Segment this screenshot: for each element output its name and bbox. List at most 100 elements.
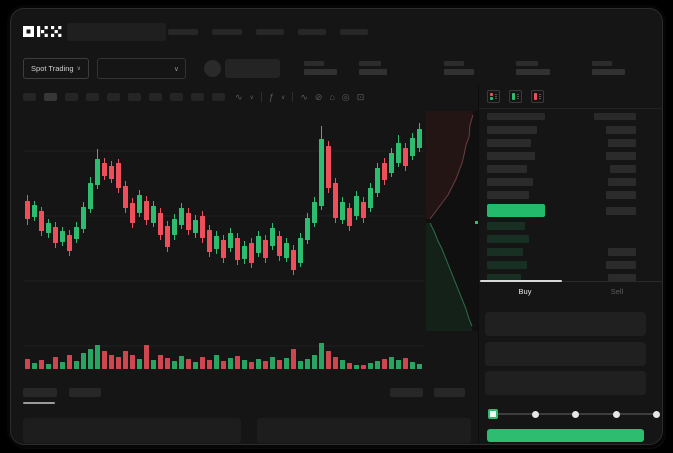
okx-logo[interactable] — [23, 25, 63, 38]
stat-value-placeholder — [592, 69, 625, 75]
bid-row-amount[interactable] — [606, 261, 636, 269]
ticker-stats-left — [304, 61, 387, 75]
nav-item[interactable] — [256, 29, 284, 35]
order-input-field[interactable] — [485, 342, 646, 366]
drawing-tool[interactable] — [170, 93, 183, 101]
ask-row-amount[interactable] — [606, 126, 636, 134]
chevron-down-icon: ∨ — [173, 65, 179, 73]
tab-sell[interactable]: Sell — [610, 287, 624, 296]
slider-stop[interactable] — [612, 410, 620, 418]
ask-row-amount[interactable] — [608, 178, 636, 186]
order-input-field[interactable] — [485, 371, 646, 395]
tab-buy[interactable]: Buy — [518, 287, 532, 296]
book-bids-icon[interactable] — [509, 90, 522, 103]
coin-avatar — [204, 60, 221, 77]
stat-label-placeholder — [444, 61, 464, 66]
slider-stop[interactable] — [531, 410, 539, 418]
book-asks-icon[interactable] — [531, 90, 544, 103]
settings-icon[interactable]: ◎ — [341, 91, 350, 102]
book-color-column — [490, 93, 493, 100]
bottom-tabs-left — [23, 388, 101, 397]
stat-value-placeholder — [359, 69, 387, 75]
compare-icon[interactable]: ⊘ — [314, 91, 323, 102]
book-lines — [495, 93, 497, 100]
active-tab-underline — [480, 280, 562, 282]
bid-row-price[interactable] — [487, 274, 521, 282]
stat-value-placeholder — [444, 69, 474, 75]
drawing-tool[interactable] — [107, 93, 120, 101]
line-chart-icon[interactable]: ∿ — [300, 91, 308, 102]
drawing-tool[interactable] — [149, 93, 162, 101]
drawing-tool[interactable] — [128, 93, 141, 101]
bid-row-amount[interactable] — [608, 248, 636, 256]
spot-trading-selector[interactable]: Spot Trading ∨ — [23, 58, 89, 79]
nav-item[interactable] — [298, 29, 326, 35]
app-window: Spot Trading ∨ ∨ ∿ ∨ ƒ ∨ ∿ ⊘ ⌂ ◎ ⊡ Buy Sell — [10, 8, 663, 445]
nav-item[interactable] — [212, 29, 242, 35]
price-row-amount — [606, 207, 636, 215]
drawing-tool[interactable] — [212, 93, 225, 101]
ask-row-amount[interactable] — [610, 165, 636, 173]
bid-row-price[interactable] — [487, 235, 529, 243]
stat-value-placeholder — [516, 69, 550, 75]
ask-row-price[interactable] — [487, 126, 537, 134]
bid-row-amount[interactable] — [608, 274, 636, 282]
ask-row-amount[interactable] — [606, 152, 636, 160]
last-price-bar[interactable] — [487, 204, 545, 217]
toolbar-divider — [260, 92, 262, 102]
depth-chart[interactable] — [426, 111, 479, 331]
amount-slider[interactable] — [488, 406, 660, 422]
candle-interval-icon[interactable]: ∿ — [235, 91, 243, 102]
ticker-stat — [592, 61, 625, 75]
pair-name-placeholder — [225, 59, 280, 78]
bid-row-price[interactable] — [487, 248, 523, 256]
nav-item[interactable] — [340, 29, 368, 35]
bottom-action[interactable] — [434, 388, 465, 397]
slider-handle[interactable] — [488, 409, 498, 419]
book-color-column — [534, 93, 537, 100]
pair-dropdown[interactable]: ∨ — [97, 58, 186, 79]
bid-row-price[interactable] — [487, 222, 525, 230]
ask-row-price[interactable] — [487, 139, 531, 147]
drawing-tool[interactable] — [23, 93, 36, 101]
trade-tabs-divider — [479, 281, 662, 282]
bid-row-price[interactable] — [487, 261, 527, 269]
ask-row-amount[interactable] — [606, 191, 636, 199]
ask-row-amount[interactable] — [608, 139, 636, 147]
drawing-toolbar — [23, 93, 225, 101]
bottom-tab[interactable] — [23, 388, 57, 397]
ticker-stats-right — [444, 61, 625, 75]
drawing-tool[interactable] — [86, 93, 99, 101]
bottom-input-panel[interactable] — [257, 418, 471, 443]
bottom-tab[interactable] — [69, 388, 101, 397]
drawing-tool[interactable] — [65, 93, 78, 101]
fullscreen-icon[interactable]: ⊡ — [356, 91, 365, 102]
slider-stop[interactable] — [572, 410, 579, 418]
ask-row-price[interactable] — [487, 152, 535, 160]
chevron-down-icon[interactable]: ∨ — [280, 94, 286, 101]
bottom-input-panel[interactable] — [23, 418, 241, 443]
buy-submit-button[interactable] — [487, 429, 644, 442]
book-all-icon[interactable] — [487, 90, 500, 103]
slider-stop[interactable] — [653, 410, 660, 418]
ask-row-price[interactable] — [487, 178, 533, 186]
drawing-tool[interactable] — [44, 93, 57, 101]
candlestick-chart[interactable] — [23, 109, 425, 371]
drawing-tool[interactable] — [191, 93, 204, 101]
ask-row-price[interactable] — [487, 165, 527, 173]
nav-item[interactable] — [168, 29, 198, 35]
indicators-icon[interactable]: ƒ — [268, 92, 274, 102]
bottom-action[interactable] — [390, 388, 423, 397]
order-input-field[interactable] — [485, 312, 646, 336]
snapshot-icon[interactable]: ⌂ — [329, 92, 335, 102]
stat-label-placeholder — [516, 61, 538, 66]
pair-search-box[interactable] — [67, 23, 166, 41]
chevron-down-icon[interactable]: ∨ — [249, 94, 254, 101]
ask-row-price[interactable] — [487, 191, 529, 199]
ticker-stat — [516, 61, 550, 75]
book-lines — [539, 93, 541, 100]
orderbook-divider — [479, 108, 662, 109]
top-nav — [168, 29, 368, 35]
book-lines — [517, 93, 519, 100]
book-color-column — [512, 93, 515, 100]
